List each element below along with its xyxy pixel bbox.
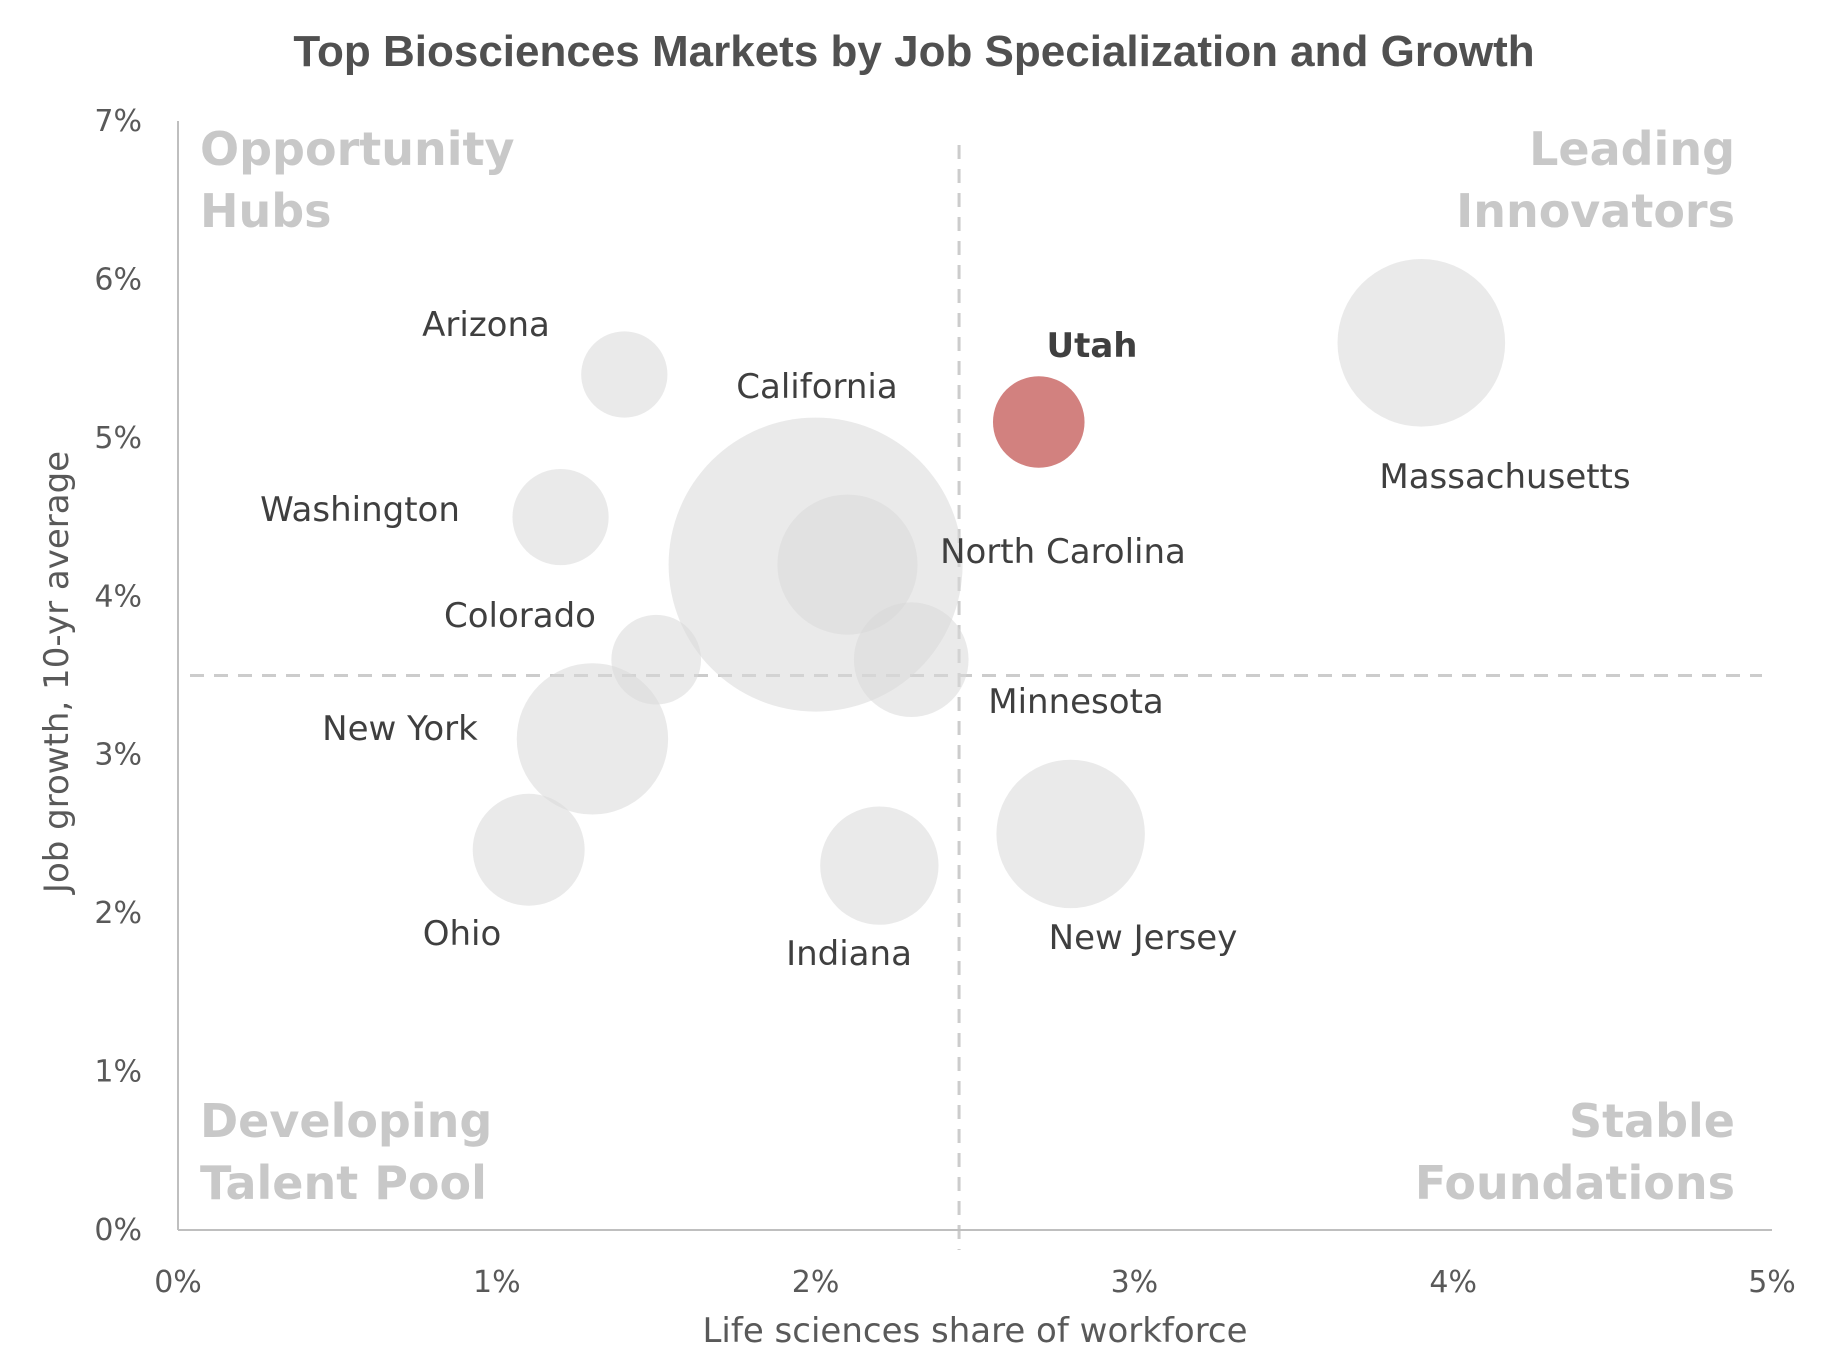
- x-tick-label: 3%: [1111, 1265, 1159, 1300]
- quadrant-label-line: Innovators: [1456, 184, 1735, 238]
- point-label-utah: Utah: [1046, 326, 1137, 366]
- quadrant-label-line: Opportunity: [200, 122, 514, 176]
- point-label-massachusetts: Massachusetts: [1379, 457, 1630, 497]
- point-labels: California Arizona Washington Colorado New Y…: [260, 305, 1631, 974]
- point-label-north-carolina: North Carolina: [940, 532, 1186, 572]
- quadrant-label-top-right: Leading Innovators: [1456, 122, 1735, 238]
- y-tick-label: 0%: [94, 1213, 142, 1248]
- quadrant-label-line: Leading: [1529, 122, 1735, 176]
- y-tick-label: 3%: [94, 738, 142, 773]
- reference-lines: [190, 145, 1762, 1250]
- point-label-california: California: [736, 367, 897, 407]
- bubble-colorado: [611, 614, 702, 705]
- x-tick-label: 2%: [792, 1265, 840, 1300]
- quadrant-label-bottom-left: Developing Talent Pool: [200, 1094, 492, 1210]
- bubble-ohio: [472, 793, 585, 906]
- y-tick-label: 6%: [94, 262, 142, 297]
- y-tick-label: 1%: [94, 1055, 142, 1090]
- quadrant-label-top-left: Opportunity Hubs: [200, 122, 514, 238]
- point-label-new-york: New York: [322, 709, 478, 749]
- bubble-washington: [512, 468, 609, 566]
- bubble-utah: [992, 376, 1085, 468]
- chart-title: Top Biosciences Markets by Job Specializ…: [293, 27, 1534, 76]
- quadrant-label-line: Foundations: [1415, 1156, 1735, 1210]
- point-label-indiana: Indiana: [786, 934, 912, 974]
- bubble-new-jersey: [996, 759, 1145, 909]
- point-label-colorado: Colorado: [444, 596, 596, 636]
- y-tick-label: 2%: [94, 896, 142, 931]
- x-tick-label: 1%: [473, 1265, 521, 1300]
- bubble-arizona: [581, 331, 668, 418]
- x-tick-label: 4%: [1429, 1265, 1477, 1300]
- y-tick-label: 4%: [94, 579, 142, 614]
- y-tick-label: 7%: [94, 104, 142, 139]
- point-label-arizona: Arizona: [422, 305, 550, 345]
- bubbles: [472, 258, 1506, 925]
- y-tick-label: 5%: [94, 421, 142, 456]
- quadrant-label-line: Stable: [1569, 1094, 1735, 1148]
- bubble-new-york: [516, 663, 669, 815]
- quadrant-label-line: Talent Pool: [200, 1156, 487, 1210]
- bubble-minnesota: [853, 602, 969, 717]
- y-axis-title: Job growth, 10-yr average: [37, 451, 77, 895]
- bubble-indiana: [820, 806, 939, 925]
- point-label-ohio: Ohio: [423, 914, 502, 954]
- quadrant-labels: Opportunity Hubs Leading Innovators Developi…: [200, 122, 1735, 1210]
- point-label-washington: Washington: [260, 490, 460, 530]
- x-axis-title: Life sciences share of workforce: [702, 1311, 1247, 1351]
- quadrant-label-bottom-right: Stable Foundations: [1415, 1094, 1735, 1210]
- bubble-north-carolina: [777, 494, 918, 635]
- bubble-massachusetts: [1337, 258, 1506, 427]
- axes: 0% 1% 2% 3% 4% 5% 6% 7% 0% 1% 2% 3% 4% 5%: [94, 104, 1795, 1300]
- quadrant-label-line: Hubs: [200, 184, 332, 238]
- x-tick-label: 5%: [1748, 1265, 1796, 1300]
- quadrant-label-line: Developing: [200, 1094, 492, 1148]
- point-label-minnesota: Minnesota: [988, 682, 1163, 722]
- x-tick-label: 0%: [154, 1265, 202, 1300]
- point-label-new-jersey: New Jersey: [1049, 918, 1238, 958]
